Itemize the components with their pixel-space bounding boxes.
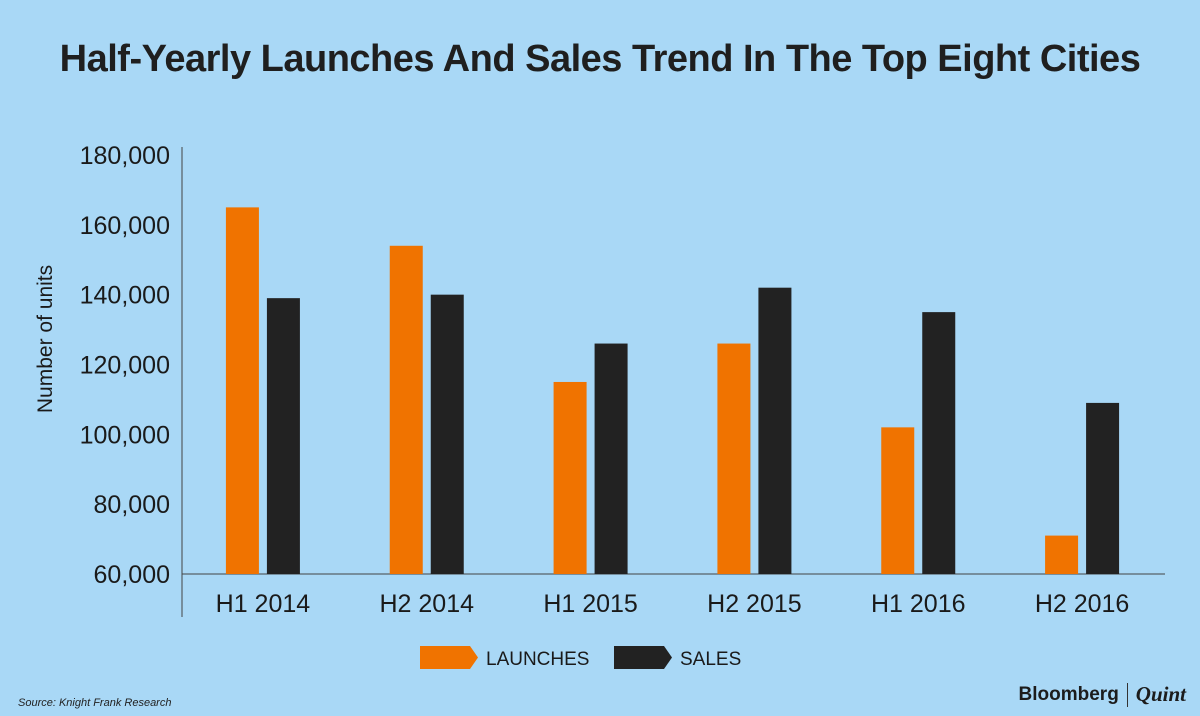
y-tick-label: 80,000 bbox=[94, 491, 170, 519]
bar-sales-h2-2014 bbox=[430, 294, 464, 574]
x-tick-label: H2 2014 bbox=[379, 590, 474, 618]
bar-sales-h1-2015 bbox=[594, 343, 628, 574]
y-tick-label: 160,000 bbox=[80, 212, 170, 240]
bar-sales-h1-2014 bbox=[266, 298, 300, 574]
legend-swatch-launches bbox=[420, 646, 478, 669]
y-tick-label: 180,000 bbox=[80, 142, 170, 170]
legend-swatch-sales bbox=[614, 646, 672, 669]
x-tick-label: H1 2016 bbox=[871, 590, 966, 618]
y-axis-ticks: 60,000 80,000 100,000 120,000 140,000 160,000… bbox=[80, 142, 170, 589]
chart-axes bbox=[181, 147, 1165, 617]
bar-launches-h2-2016 bbox=[1045, 535, 1079, 574]
bar-launches-h1-2014 bbox=[225, 207, 259, 574]
bar-launches-h2-2014 bbox=[389, 245, 423, 575]
bar-sales-h2-2016 bbox=[1086, 402, 1120, 574]
bar-launches-h2-2015 bbox=[717, 343, 751, 574]
bar-series bbox=[225, 207, 1120, 575]
x-tick-label: H2 2016 bbox=[1035, 590, 1130, 618]
y-axis-title: Number of units bbox=[34, 265, 57, 413]
chart-title: Half-Yearly Launches And Sales Trend In … bbox=[59, 38, 1141, 80]
x-tick-label: H1 2014 bbox=[216, 590, 311, 618]
brand-quint: Quint bbox=[1135, 682, 1186, 706]
legend-label-launches: LAUNCHES bbox=[486, 649, 589, 670]
bar-sales-h1-2016 bbox=[922, 312, 956, 574]
bar-launches-h1-2015 bbox=[553, 381, 587, 574]
x-tick-label: H1 2015 bbox=[543, 590, 638, 618]
x-tick-label: H2 2015 bbox=[707, 590, 802, 618]
y-tick-label: 120,000 bbox=[80, 352, 170, 380]
bar-sales-h2-2015 bbox=[758, 287, 792, 574]
y-tick-label: 140,000 bbox=[80, 282, 170, 310]
bar-launches-h1-2016 bbox=[881, 427, 915, 574]
brand-bloomberg: Bloomberg bbox=[1018, 683, 1119, 705]
y-tick-label: 100,000 bbox=[80, 421, 170, 449]
source-note: Source: Knight Frank Research bbox=[18, 697, 172, 709]
brand-logo: Bloomberg Quint bbox=[1019, 682, 1186, 707]
legend-label-sales: SALES bbox=[680, 649, 741, 670]
x-axis-labels: H1 2014 H2 2014 H1 2015 H2 2015 H1 2016 H2 20… bbox=[216, 590, 1130, 618]
y-tick-label: 60,000 bbox=[94, 561, 170, 589]
chart-legend: LAUNCHES SALES bbox=[420, 646, 741, 670]
brand-separator bbox=[1126, 682, 1128, 707]
